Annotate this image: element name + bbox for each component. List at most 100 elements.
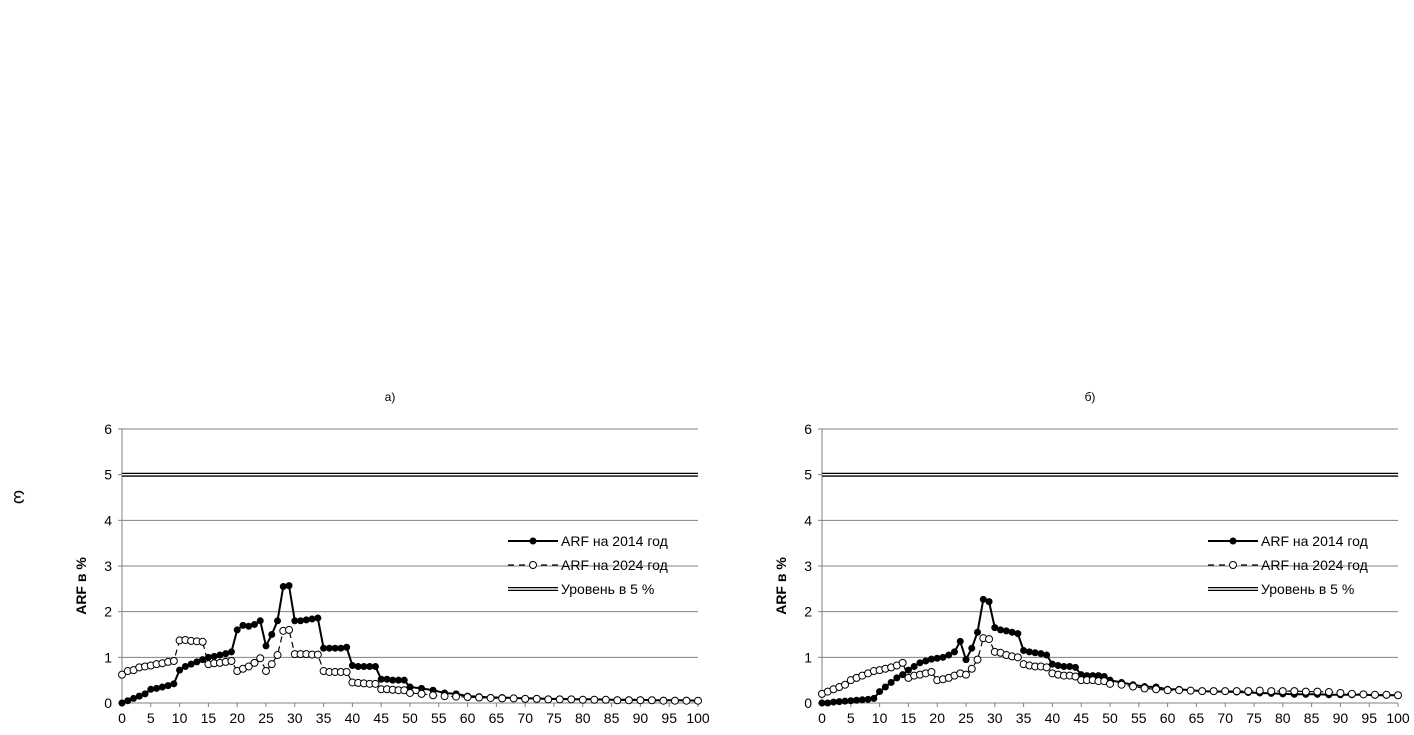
series-2014-point xyxy=(400,676,408,684)
series-2024-point xyxy=(1163,686,1172,695)
y-tick-label: 3 xyxy=(104,558,112,574)
series-2024-point xyxy=(967,664,976,673)
series-2014-point xyxy=(302,616,310,624)
series-2014-point xyxy=(337,644,345,652)
series-2014-point xyxy=(343,643,351,651)
series-2024-point xyxy=(647,696,656,705)
x-tick-label: 55 xyxy=(1131,710,1147,726)
series-2014-point xyxy=(1025,648,1033,656)
series-2024-point xyxy=(1347,689,1356,698)
series-2014-point xyxy=(893,674,901,682)
series-2014-point xyxy=(1014,630,1022,638)
y-tick-label: 2 xyxy=(804,604,812,620)
series-2014-point xyxy=(950,648,958,656)
series-2014-point xyxy=(824,699,832,707)
series-2014-point xyxy=(377,675,385,683)
series-2024-point xyxy=(1359,690,1368,699)
y-tick-label: 1 xyxy=(104,649,112,665)
x-tick-label: 45 xyxy=(1073,710,1089,726)
series-2024-point xyxy=(670,696,679,705)
series-2024-point xyxy=(624,696,633,705)
series-2014-point xyxy=(927,655,935,663)
series-2014-point xyxy=(835,698,843,706)
series-2024-point xyxy=(463,693,472,702)
series-2024-point xyxy=(486,693,495,702)
y-tick-label: 5 xyxy=(104,467,112,483)
series-2024-point xyxy=(313,650,322,659)
panel-label: а) xyxy=(385,390,396,404)
series-2024-point xyxy=(1313,687,1322,696)
x-tick-label: 20 xyxy=(929,710,945,726)
series-2014-point xyxy=(170,680,178,688)
series-2024-point xyxy=(1140,684,1149,693)
series-2024-point xyxy=(198,637,207,646)
series-2014-point xyxy=(881,683,889,691)
x-tick-label: 95 xyxy=(661,710,677,726)
series-2024-point xyxy=(250,658,259,667)
series-2024-point xyxy=(521,694,530,703)
series-2014-point xyxy=(1043,651,1051,659)
series-2014-point xyxy=(216,651,224,659)
series-2014-point xyxy=(233,626,241,634)
series-2024-point xyxy=(567,695,576,704)
series-2014-point xyxy=(360,662,368,670)
series-2014-point xyxy=(153,684,161,692)
series-2024-point xyxy=(509,694,518,703)
series-2024-point xyxy=(1175,686,1184,695)
series-2024-point xyxy=(985,635,994,644)
series-2014-point xyxy=(876,688,884,696)
series-2014-point xyxy=(1071,663,1079,671)
series-2014-point xyxy=(314,614,322,622)
series-2024-point xyxy=(498,694,507,703)
series-2014-point xyxy=(187,660,195,668)
series-2024-point xyxy=(1209,687,1218,696)
x-tick-label: 40 xyxy=(345,710,361,726)
x-tick-label: 85 xyxy=(604,710,620,726)
x-tick-label: 95 xyxy=(1361,710,1377,726)
series-2024-point xyxy=(682,696,691,705)
series-2014-point xyxy=(962,656,970,664)
series-2014-point xyxy=(1031,649,1039,657)
legend-label: Уровень в 5 % xyxy=(561,581,654,597)
x-tick-label: 10 xyxy=(172,710,188,726)
y-tick-label: 0 xyxy=(804,695,812,711)
series-2014-point xyxy=(991,624,999,632)
x-tick-label: 25 xyxy=(258,710,274,726)
x-tick-label: 0 xyxy=(118,710,126,726)
x-tick-label: 75 xyxy=(1246,710,1262,726)
series-2014-point xyxy=(130,694,138,702)
series-2014-point xyxy=(922,657,930,665)
series-2024-point xyxy=(244,662,253,671)
x-tick-label: 90 xyxy=(633,710,649,726)
x-tick-label: 35 xyxy=(316,710,332,726)
series-2014-point xyxy=(985,598,993,606)
series-2014-point xyxy=(858,696,866,704)
series-2014-point xyxy=(853,696,861,704)
series-2014-point xyxy=(910,662,918,670)
x-tick-label: 5 xyxy=(147,710,155,726)
x-tick-label: 5 xyxy=(847,710,855,726)
legend-label: ARF на 2014 год xyxy=(561,533,668,549)
series-2014-point xyxy=(1094,672,1102,680)
series-2014-point xyxy=(285,582,293,590)
series-2024-point xyxy=(1232,687,1241,696)
series-2024-point xyxy=(578,695,587,704)
series-2014-point xyxy=(274,617,282,625)
series-2014-point xyxy=(870,694,878,702)
legend-label: ARF на 2024 год xyxy=(561,557,668,573)
series-2024-point xyxy=(590,695,599,704)
series-2014-point xyxy=(389,676,397,684)
series-2014-point xyxy=(847,697,855,705)
series-2024-point xyxy=(555,695,564,704)
x-tick-label: 70 xyxy=(517,710,533,726)
series-2014-point xyxy=(227,648,235,656)
y-axis-label: ARF в % xyxy=(773,557,789,615)
x-tick-label: 30 xyxy=(287,710,303,726)
series-2014-point xyxy=(118,699,126,707)
series-2024-point xyxy=(227,656,236,665)
x-tick-label: 0 xyxy=(818,710,826,726)
y-tick-label: 6 xyxy=(104,421,112,437)
series-2014-point xyxy=(418,684,426,692)
